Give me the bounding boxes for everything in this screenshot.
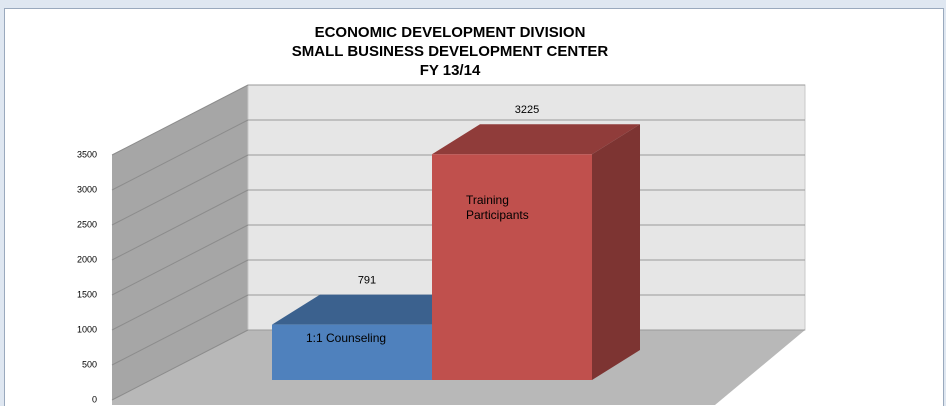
y-tick-label: 0 xyxy=(92,394,97,404)
value-label: 791 xyxy=(358,275,376,287)
category-label: 1:1 Counseling xyxy=(306,330,387,345)
bar-top xyxy=(432,124,640,155)
grid-line xyxy=(111,189,249,261)
grid-line xyxy=(111,329,249,401)
category-label: Training Participants xyxy=(466,193,529,223)
y-tick-label: 2500 xyxy=(77,219,97,229)
value-label: 3225 xyxy=(515,104,539,116)
grid-line xyxy=(111,119,249,191)
grid-line xyxy=(111,84,249,156)
bar-side xyxy=(592,124,640,380)
y-tick-label: 1500 xyxy=(77,289,97,299)
bar-front xyxy=(432,154,592,380)
y-tick-label: 3500 xyxy=(77,149,97,159)
y-tick-label: 500 xyxy=(82,359,97,369)
chart-title: FY 13/14 xyxy=(420,62,481,79)
bar xyxy=(432,124,640,380)
bar xyxy=(272,294,480,380)
grid-line xyxy=(111,259,249,331)
bar-top xyxy=(272,294,480,325)
chart-title: ECONOMIC DEVELOPMENT DIVISION xyxy=(315,24,586,41)
grid-line xyxy=(111,154,249,226)
grid-line xyxy=(111,224,249,296)
bar-front xyxy=(272,324,432,380)
chart-title: SMALL BUSINESS DEVELOPMENT CENTER xyxy=(292,43,609,60)
y-tick-label: 3000 xyxy=(77,184,97,194)
y-tick-label: 1000 xyxy=(77,324,97,334)
side-wall xyxy=(112,85,248,400)
y-tick-label: 2000 xyxy=(77,254,97,264)
grid-line xyxy=(111,294,249,366)
